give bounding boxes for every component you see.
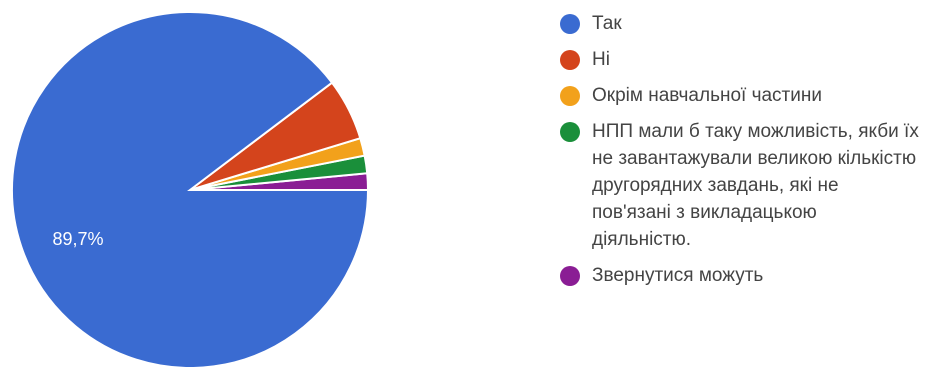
legend-item: Окрім навчальної частини xyxy=(560,82,920,109)
legend-label: Окрім навчальної частини xyxy=(592,85,822,106)
legend: Так Ні Окрім навчальної частини НПП мали б … xyxy=(560,10,920,298)
legend-swatch xyxy=(560,122,580,142)
legend-swatch xyxy=(560,86,580,106)
legend-swatch xyxy=(560,266,580,286)
legend-item: Ні xyxy=(560,46,920,73)
legend-swatch xyxy=(560,50,580,70)
pie-chart: 89,7% xyxy=(11,11,370,367)
legend-label: Так xyxy=(592,13,622,34)
slice-data-label: 89,7% xyxy=(52,229,103,249)
legend-label: НПП мали б таку можливість, якби їх не з… xyxy=(592,121,919,250)
legend-label: Звернутися можуть xyxy=(592,265,764,286)
legend-item: Звернутися можуть xyxy=(560,262,920,289)
legend-label: Ні xyxy=(592,49,610,70)
legend-item: Так xyxy=(560,10,920,37)
legend-item: НПП мали б таку можливість, якби їх не з… xyxy=(560,118,920,253)
legend-swatch xyxy=(560,14,580,34)
pie-slice xyxy=(11,11,370,367)
